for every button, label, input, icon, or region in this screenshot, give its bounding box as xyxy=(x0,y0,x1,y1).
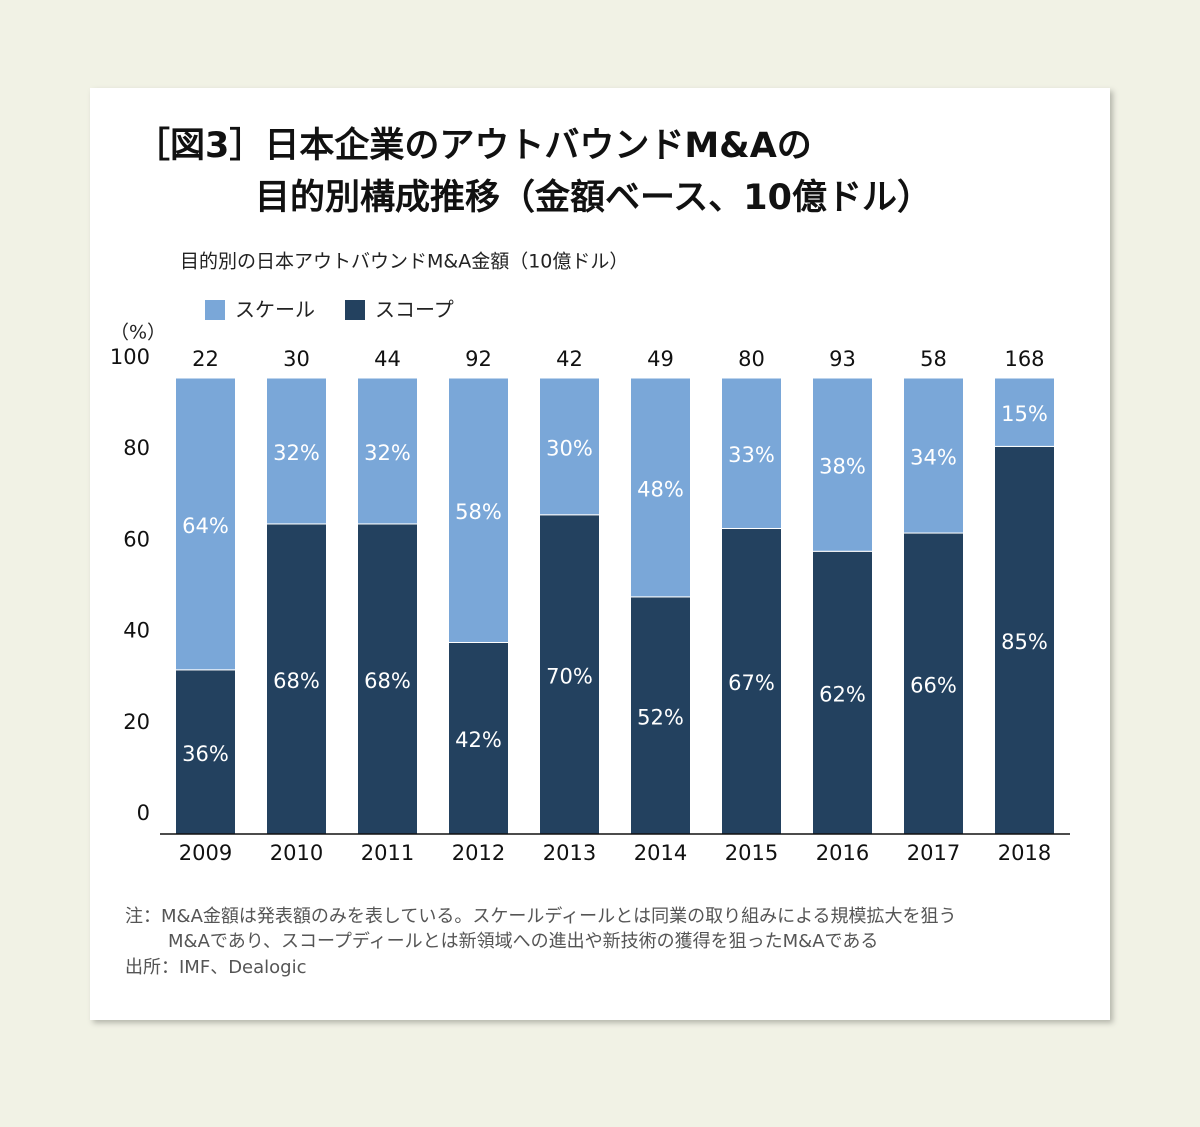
y-tick-label: 20 xyxy=(123,710,150,734)
data-label: 64% xyxy=(182,514,229,538)
total-label: 49 xyxy=(647,347,674,371)
legend-label: スコープ xyxy=(375,298,454,322)
y-axis-label: （%） xyxy=(110,322,166,344)
chart-title: 目的別構成推移（金額ベース、10億ドル） xyxy=(255,177,932,218)
bar-segment xyxy=(175,377,236,671)
bar-segment xyxy=(266,523,327,835)
data-label: 36% xyxy=(182,742,229,766)
x-tick-label: 2013 xyxy=(543,841,596,865)
bar-segment xyxy=(357,377,418,525)
bar-segment xyxy=(994,445,1055,835)
data-label: 33% xyxy=(728,443,775,467)
data-label: 38% xyxy=(819,455,866,479)
data-label: 68% xyxy=(364,669,411,693)
bar-segment xyxy=(175,669,236,835)
y-tick-label: 60 xyxy=(123,527,150,551)
bar-segment xyxy=(812,550,873,835)
x-tick-label: 2017 xyxy=(907,841,960,865)
legend-swatch xyxy=(345,300,365,320)
total-label: 44 xyxy=(374,347,401,371)
total-label: 30 xyxy=(283,347,310,371)
chart-title: ［図3］日本企業のアウトバウンドM&Aの xyxy=(135,125,812,166)
y-tick-label: 80 xyxy=(123,436,150,460)
x-tick-label: 2009 xyxy=(179,841,232,865)
legend-label: スケール xyxy=(235,298,315,322)
data-label: 85% xyxy=(1001,630,1048,654)
x-tick-label: 2015 xyxy=(725,841,778,865)
data-label: 32% xyxy=(273,441,320,465)
data-label: 66% xyxy=(910,674,957,698)
x-tick-label: 2012 xyxy=(452,841,505,865)
legend-swatch xyxy=(205,300,225,320)
y-tick-label: 40 xyxy=(123,619,150,643)
y-tick-label: 100 xyxy=(110,345,150,369)
data-label: 58% xyxy=(455,500,502,524)
chart-subtitle: 目的別の日本アウトバウンドM&A金額（10億ドル） xyxy=(180,251,628,273)
data-label: 70% xyxy=(546,664,593,688)
data-label: 15% xyxy=(1001,402,1048,426)
bar-segment xyxy=(721,377,782,529)
bar-segment xyxy=(448,377,509,643)
bar-segment xyxy=(812,377,873,552)
x-tick-label: 2011 xyxy=(361,841,414,865)
x-tick-label: 2014 xyxy=(634,841,687,865)
total-label: 93 xyxy=(829,347,856,371)
total-label: 92 xyxy=(465,347,492,371)
data-label: 67% xyxy=(728,671,775,695)
bar-segment xyxy=(721,527,782,835)
x-tick-label: 2010 xyxy=(270,841,323,865)
bar-segment xyxy=(903,532,964,835)
total-label: 80 xyxy=(738,347,765,371)
data-label: 62% xyxy=(819,683,866,707)
bar-segment xyxy=(630,377,691,598)
data-label: 42% xyxy=(455,728,502,752)
data-label: 30% xyxy=(546,436,593,460)
data-label: 48% xyxy=(637,477,684,501)
data-label: 32% xyxy=(364,441,411,465)
bar-segment xyxy=(539,514,600,835)
x-tick-label: 2016 xyxy=(816,841,869,865)
total-label: 58 xyxy=(920,347,947,371)
note: M&Aであり、スコープディールとは新領域への進出や新技術の獲得を狙ったM&Aであ… xyxy=(168,931,878,952)
bar-segment xyxy=(994,377,1055,447)
bar-segment xyxy=(448,641,509,835)
x-tick-label: 2018 xyxy=(998,841,1051,865)
bar-segment xyxy=(903,377,964,534)
bar-segment xyxy=(539,377,600,516)
total-label: 22 xyxy=(192,347,219,371)
total-label: 42 xyxy=(556,347,583,371)
data-label: 34% xyxy=(910,446,957,470)
total-label: 168 xyxy=(1004,347,1044,371)
bar-segment xyxy=(266,377,327,525)
source: 出所：IMF、Dealogic xyxy=(125,957,307,978)
data-label: 68% xyxy=(273,669,320,693)
data-label: 52% xyxy=(637,705,684,729)
y-tick-label: 0 xyxy=(137,801,150,825)
note: 注：M&A金額は発表額のみを表している。スケールディールとは同業の取り組みによる… xyxy=(125,906,957,927)
